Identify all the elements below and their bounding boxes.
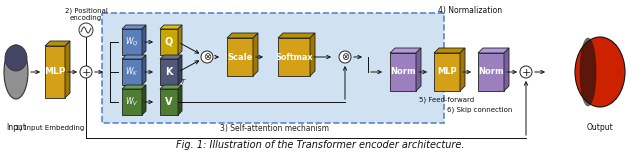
Text: Norm: Norm	[390, 67, 416, 76]
Text: Input: Input	[6, 123, 26, 133]
Polygon shape	[504, 48, 509, 91]
Text: K: K	[165, 67, 173, 77]
Text: $W_K$: $W_K$	[125, 66, 139, 78]
Polygon shape	[390, 48, 421, 53]
Text: 2) Positional
encoding: 2) Positional encoding	[65, 7, 108, 21]
Text: $+$: $+$	[81, 67, 91, 78]
Polygon shape	[310, 33, 315, 76]
Polygon shape	[142, 85, 146, 115]
Polygon shape	[178, 55, 182, 85]
Polygon shape	[278, 38, 310, 76]
Text: Norm: Norm	[478, 67, 504, 76]
Circle shape	[79, 23, 93, 37]
Polygon shape	[160, 25, 182, 29]
Polygon shape	[65, 41, 70, 98]
Text: $W_V$: $W_V$	[125, 96, 139, 108]
Polygon shape	[253, 33, 258, 76]
Ellipse shape	[580, 38, 596, 106]
Ellipse shape	[4, 45, 28, 99]
Text: Softmax: Softmax	[275, 52, 313, 62]
Text: MLP: MLP	[44, 67, 66, 76]
Circle shape	[80, 66, 92, 78]
Text: 4) Normalization: 4) Normalization	[438, 5, 502, 14]
Text: T: T	[181, 79, 185, 85]
Polygon shape	[160, 55, 182, 59]
Text: Output: Output	[587, 123, 613, 133]
Text: Q: Q	[165, 37, 173, 47]
Polygon shape	[178, 25, 182, 55]
Polygon shape	[278, 33, 315, 38]
Text: 6) Skip connection: 6) Skip connection	[447, 107, 513, 113]
Polygon shape	[122, 89, 142, 115]
Polygon shape	[160, 59, 178, 85]
Circle shape	[201, 51, 213, 63]
Polygon shape	[122, 55, 146, 59]
Polygon shape	[227, 38, 253, 76]
Ellipse shape	[5, 45, 27, 71]
Text: ⊗: ⊗	[203, 52, 211, 62]
Text: Fig. 1: Illustration of the Transformer encoder architecture.: Fig. 1: Illustration of the Transformer …	[176, 140, 464, 150]
Text: 3) Self-attention mechanism: 3) Self-attention mechanism	[221, 123, 330, 133]
Polygon shape	[478, 48, 509, 53]
Polygon shape	[160, 85, 182, 89]
Text: ⊗: ⊗	[341, 52, 349, 62]
Text: MLP: MLP	[437, 67, 457, 76]
Text: $W_Q$: $W_Q$	[125, 36, 139, 48]
Polygon shape	[122, 59, 142, 85]
Polygon shape	[434, 53, 460, 91]
Polygon shape	[142, 25, 146, 55]
Ellipse shape	[575, 37, 625, 107]
Circle shape	[339, 51, 351, 63]
Polygon shape	[160, 89, 178, 115]
FancyBboxPatch shape	[102, 13, 444, 123]
Polygon shape	[416, 48, 421, 91]
Text: Scale: Scale	[227, 52, 253, 62]
Polygon shape	[142, 55, 146, 85]
Polygon shape	[160, 29, 178, 55]
Text: V: V	[165, 97, 173, 107]
Text: 5) Feed-forward: 5) Feed-forward	[419, 97, 475, 103]
Polygon shape	[460, 48, 465, 91]
Polygon shape	[122, 25, 146, 29]
Polygon shape	[122, 29, 142, 55]
Polygon shape	[122, 85, 146, 89]
Polygon shape	[390, 53, 416, 91]
Circle shape	[520, 66, 532, 78]
Polygon shape	[45, 46, 65, 98]
Polygon shape	[45, 41, 70, 46]
Polygon shape	[434, 48, 465, 53]
Polygon shape	[478, 53, 504, 91]
Polygon shape	[178, 85, 182, 115]
Polygon shape	[227, 33, 258, 38]
Text: $+$: $+$	[521, 67, 531, 78]
Text: 1) Input Embedding: 1) Input Embedding	[15, 125, 84, 131]
